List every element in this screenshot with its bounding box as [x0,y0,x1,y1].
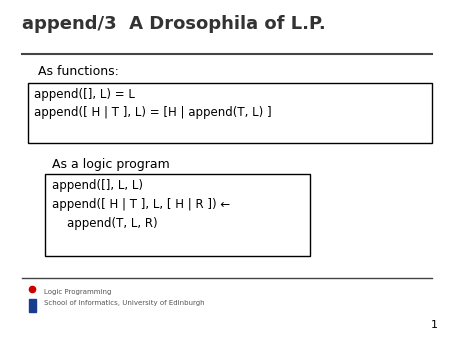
Text: append/3  A Drosophila of L.P.: append/3 A Drosophila of L.P. [22,15,326,33]
Text: append(T, L, R): append(T, L, R) [52,217,158,230]
Text: append([], L, L): append([], L, L) [52,179,143,192]
Text: append([], L) = L: append([], L) = L [34,88,135,101]
Text: append([ H | T ], L) = [H | append(T, L) ]: append([ H | T ], L) = [H | append(T, L)… [34,106,272,119]
FancyBboxPatch shape [28,83,432,143]
Text: Logic Programming: Logic Programming [44,289,112,295]
FancyBboxPatch shape [45,174,310,256]
Text: As functions:: As functions: [38,65,119,78]
Text: append([ H | T ], L, [ H | R ]) ←: append([ H | T ], L, [ H | R ]) ← [52,198,230,211]
Bar [29,299,36,312]
Text: 1: 1 [431,320,438,330]
Text: School of Informatics, University of Edinburgh: School of Informatics, University of Edi… [44,300,205,306]
Text: As a logic program: As a logic program [52,158,170,171]
